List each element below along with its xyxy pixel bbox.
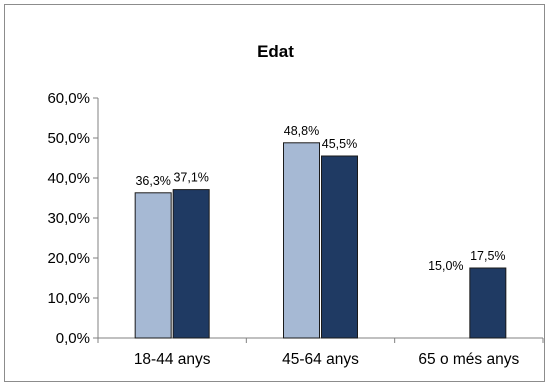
data-label: 45,5% xyxy=(322,137,357,151)
chart-title: Edat xyxy=(257,42,294,61)
bar-series-1 xyxy=(283,142,320,339)
data-label: 48,8% xyxy=(284,124,319,138)
chart-frame xyxy=(4,4,545,382)
data-label: 17,5% xyxy=(470,249,505,263)
y-tick-label: 0,0% xyxy=(56,330,90,347)
x-category-label: 65 o més anys xyxy=(418,351,519,368)
y-tick-label: 50,0% xyxy=(47,130,90,147)
data-label: 37,1% xyxy=(173,171,208,185)
y-tick-label: 40,0% xyxy=(47,170,90,187)
bar-series-2 xyxy=(172,189,210,339)
bar-series-2 xyxy=(321,155,358,339)
y-tick-label: 30,0% xyxy=(47,210,90,227)
x-category-label: 45-64 anys xyxy=(282,351,359,368)
bar-series-2 xyxy=(469,267,507,339)
bar-series-1 xyxy=(134,192,172,339)
y-tick-label: 60,0% xyxy=(47,90,90,107)
data-label: 15,0% xyxy=(428,259,463,273)
y-tick-label: 20,0% xyxy=(47,250,90,267)
x-category-label: 18-44 anys xyxy=(134,351,211,368)
y-tick-label: 10,0% xyxy=(47,290,90,307)
data-label: 36,3% xyxy=(135,174,170,188)
